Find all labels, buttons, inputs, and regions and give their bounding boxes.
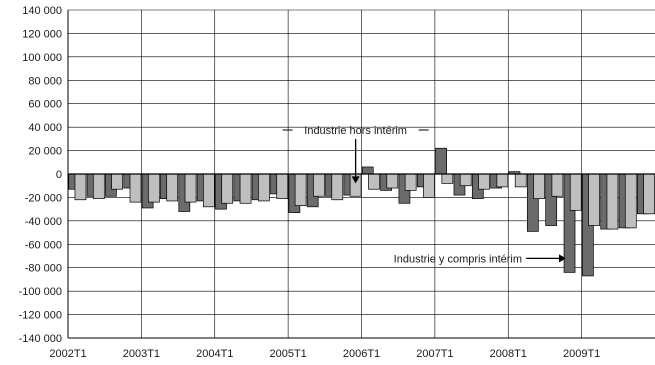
bar-light-2007T3 [478,173,490,190]
y-tick-label: 0 [56,169,62,181]
y-tick-label: -140 000 [19,333,62,345]
bar-dark-2006T1 [361,166,374,175]
y-tick-label: -120 000 [19,310,62,322]
bar-light-2006T1 [368,173,380,190]
bar-light-2007T2 [459,173,472,187]
bar-light-2008T4 [569,173,582,211]
y-tick-label: 100 000 [22,52,62,64]
x-tick-label: 2006T1 [343,348,380,360]
bar-light-2007T1 [441,173,454,184]
x-tick-label: 2008T1 [490,348,527,360]
bar-light-2006T3 [404,173,417,191]
bar-light-2009T3 [624,173,637,229]
bar-light-2008T1 [514,173,527,188]
bar-light-2004T2 [239,173,252,204]
y-tick-label: -60 000 [25,239,62,251]
bar-light-2005T3 [331,173,344,201]
annotation-compris-interim: Industrie y compris intérim [394,253,522,265]
bar-light-2009T2 [606,173,619,230]
bar-light-2006T2 [386,173,399,189]
y-tick-label: -80 000 [25,263,62,275]
bar-light-2003T4 [203,173,215,208]
x-tick-label: 2007T1 [416,348,453,360]
y-tick-label: 20 000 [28,146,62,158]
y-tick-label: 140 000 [22,5,62,17]
x-tick-label: 2009T1 [563,348,600,360]
bar-light-2004T4 [276,173,289,199]
bar-light-2006T4 [423,173,435,198]
y-tick-label: 40 000 [28,122,62,134]
y-tick-label: 60 000 [28,99,62,111]
bar-light-2005T1 [294,173,307,206]
y-tick-label: -40 000 [25,216,62,228]
y-tick-label: -20 000 [25,192,62,204]
bar-light-2005T2 [313,173,325,197]
bar-light-2002T3 [111,173,124,190]
bar-light-2008T2 [533,173,545,199]
bar-light-2007T4 [496,173,509,188]
bar-light-2008T3 [551,173,564,197]
bar-light-2004T3 [258,173,270,202]
bar-light-2004T1 [221,173,234,204]
bar-light-2009T4 [643,173,655,215]
x-tick-label: 2003T1 [123,348,160,360]
y-tick-label: -100 000 [19,286,62,298]
annotation-compris-interim-arrowhead [559,254,567,263]
bar-light-2003T3 [184,173,197,203]
bar-dark-2007T1 [435,147,447,175]
bar-light-2009T1 [588,173,600,226]
y-tick-label: 120 000 [22,28,62,40]
bar-light-2003T1 [147,173,160,203]
annotation-hors-interim: Industrie hors intérim [304,125,407,137]
x-tick-label: 2002T1 [49,348,86,360]
bar-light-2003T2 [166,173,179,202]
bar-light-2002T2 [92,173,105,199]
bar-light-2002T4 [129,173,142,203]
x-tick-label: 2004T1 [196,348,233,360]
annotation-hors-interim-arrowhead [351,176,360,184]
y-tick-label: 80 000 [28,75,62,87]
x-tick-label: 2005T1 [269,348,306,360]
bar-light-2002T1 [74,173,87,201]
